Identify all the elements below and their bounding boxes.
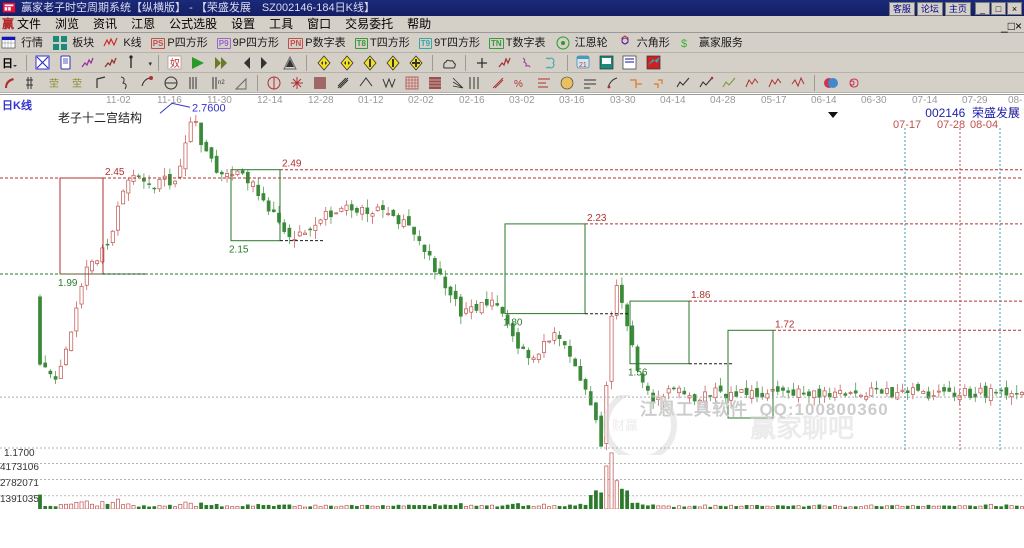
svg-text:$: $ xyxy=(681,38,687,50)
svg-text:%: % xyxy=(514,79,523,90)
svg-text:奴: 奴 xyxy=(170,57,180,70)
svg-text:n2: n2 xyxy=(218,80,225,86)
svg-text:日: 日 xyxy=(2,57,13,70)
svg-text:21: 21 xyxy=(579,62,587,69)
svg-text:茔: 茔 xyxy=(72,77,82,90)
svg-text:茔: 茔 xyxy=(49,77,59,90)
